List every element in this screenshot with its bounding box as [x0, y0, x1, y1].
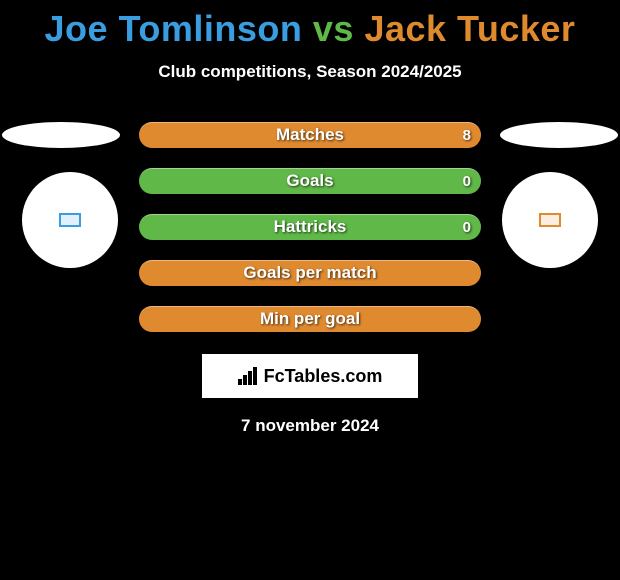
player1-name: Joe Tomlinson: [45, 8, 303, 49]
stat-value-right: 8: [463, 127, 471, 144]
stat-label: Matches: [276, 125, 344, 145]
subtitle: Club competitions, Season 2024/2025: [0, 62, 620, 82]
stat-bar-matches: Matches 8: [139, 122, 481, 148]
stat-label: Hattricks: [274, 217, 347, 237]
vs-separator: vs: [313, 8, 354, 49]
club-badge-icon: [539, 213, 561, 227]
player2-name: Jack Tucker: [364, 8, 575, 49]
stat-bar-min_per_goal: Min per goal: [139, 306, 481, 332]
stat-fill-left: [139, 168, 310, 194]
stat-bar-hattricks: Hattricks 0: [139, 214, 481, 240]
snapshot-date: 7 november 2024: [0, 416, 620, 436]
player1-club-badge: [22, 172, 118, 268]
player2-flag: [500, 122, 618, 148]
player2-club-badge: [502, 172, 598, 268]
comparison-content: Matches 8 Goals 0 Hattricks 0 Goals per match M…: [0, 122, 620, 436]
player1-flag: [2, 122, 120, 148]
stat-bar-goals: Goals 0: [139, 168, 481, 194]
stat-fill-right: [310, 168, 481, 194]
stat-bars-container: Matches 8 Goals 0 Hattricks 0 Goals per match M…: [139, 122, 481, 332]
branding-box: FcTables.com: [202, 354, 418, 398]
branding-text: FcTables.com: [264, 366, 383, 387]
bar-chart-icon: [238, 367, 260, 385]
stat-label: Min per goal: [260, 309, 360, 329]
club-badge-icon: [59, 213, 81, 227]
stat-bar-goals_per_match: Goals per match: [139, 260, 481, 286]
comparison-title: Joe Tomlinson vs Jack Tucker: [0, 0, 620, 50]
stat-value-right: 0: [463, 173, 471, 190]
stat-label: Goals per match: [243, 263, 376, 283]
stat-label: Goals: [286, 171, 333, 191]
stat-value-right: 0: [463, 219, 471, 236]
